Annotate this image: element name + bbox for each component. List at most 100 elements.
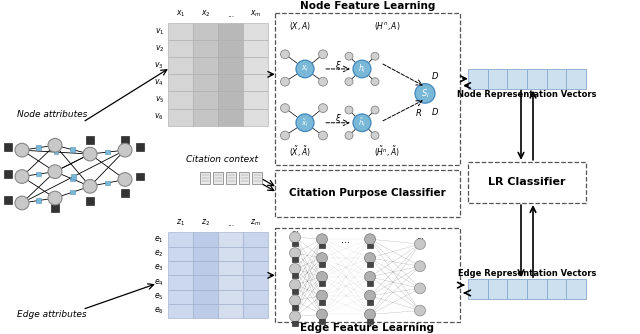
Bar xyxy=(239,172,249,184)
Bar xyxy=(292,289,298,294)
Bar xyxy=(243,92,268,109)
Circle shape xyxy=(289,295,301,306)
Circle shape xyxy=(15,170,29,183)
Bar xyxy=(51,204,59,212)
Circle shape xyxy=(415,261,426,272)
Circle shape xyxy=(83,147,97,161)
Bar xyxy=(292,258,298,262)
Bar xyxy=(292,305,298,310)
Bar xyxy=(275,13,460,165)
Circle shape xyxy=(353,114,371,132)
Bar xyxy=(70,177,75,181)
Bar xyxy=(226,172,236,184)
Bar xyxy=(218,261,243,275)
Bar xyxy=(218,246,243,261)
Circle shape xyxy=(371,106,379,114)
Bar xyxy=(4,196,12,204)
Circle shape xyxy=(280,104,289,113)
Bar xyxy=(468,69,488,89)
Bar xyxy=(275,228,460,322)
Bar xyxy=(367,319,373,324)
Bar xyxy=(319,300,325,305)
Circle shape xyxy=(345,132,353,139)
Circle shape xyxy=(317,253,328,264)
Circle shape xyxy=(280,77,289,86)
Bar xyxy=(367,263,373,267)
Circle shape xyxy=(289,311,301,322)
Text: ...: ... xyxy=(227,10,234,19)
Text: $e_2$: $e_2$ xyxy=(154,248,164,259)
Bar xyxy=(218,92,243,109)
Bar xyxy=(319,243,325,248)
Bar xyxy=(193,57,218,74)
Text: $(H^n,A)$: $(H^n,A)$ xyxy=(374,20,400,32)
Circle shape xyxy=(48,191,62,205)
Circle shape xyxy=(415,239,426,249)
Circle shape xyxy=(365,272,376,282)
Text: Citation Purpose Classifier: Citation Purpose Classifier xyxy=(289,188,446,198)
Circle shape xyxy=(371,132,379,139)
Circle shape xyxy=(353,60,371,78)
Circle shape xyxy=(317,309,328,320)
Circle shape xyxy=(289,264,301,274)
Bar xyxy=(243,109,268,126)
Bar xyxy=(136,173,144,180)
Bar xyxy=(243,261,268,275)
Text: Edge Feature Learning: Edge Feature Learning xyxy=(301,323,435,333)
Bar xyxy=(168,246,193,261)
Bar xyxy=(168,40,193,57)
Circle shape xyxy=(289,232,301,242)
Circle shape xyxy=(48,138,62,152)
Bar xyxy=(193,23,218,40)
Bar xyxy=(508,279,527,299)
Text: $\xi$: $\xi$ xyxy=(335,58,341,71)
Bar xyxy=(243,23,268,40)
Text: $e_4$: $e_4$ xyxy=(154,277,164,288)
Bar xyxy=(168,275,193,290)
Bar xyxy=(218,109,243,126)
Circle shape xyxy=(296,60,314,78)
Circle shape xyxy=(319,50,328,59)
Bar xyxy=(36,146,41,150)
Text: ...: ... xyxy=(291,225,299,234)
Bar xyxy=(54,150,58,154)
Bar xyxy=(292,321,298,326)
Bar xyxy=(218,304,243,318)
Text: $v_5$: $v_5$ xyxy=(155,95,164,105)
Text: $z_1$: $z_1$ xyxy=(176,218,185,228)
Text: LR Classifier: LR Classifier xyxy=(488,177,566,187)
Circle shape xyxy=(118,143,132,157)
Text: $x_m$: $x_m$ xyxy=(250,9,261,19)
Text: ...: ... xyxy=(416,232,424,241)
Bar xyxy=(213,172,223,184)
Bar xyxy=(488,279,508,299)
Text: $e_3$: $e_3$ xyxy=(154,263,164,274)
Circle shape xyxy=(319,77,328,86)
Text: Node attributes: Node attributes xyxy=(17,111,87,120)
Circle shape xyxy=(83,179,97,193)
Bar xyxy=(200,172,210,184)
Bar xyxy=(168,304,193,318)
Bar xyxy=(218,74,243,92)
Bar xyxy=(275,170,460,217)
Text: Edge attributes: Edge attributes xyxy=(17,310,87,319)
Bar xyxy=(243,246,268,261)
Bar xyxy=(36,198,41,203)
Bar xyxy=(547,279,566,299)
Text: Node Representation Vectors: Node Representation Vectors xyxy=(457,90,596,99)
Bar xyxy=(168,261,193,275)
Text: ...: ... xyxy=(342,235,351,245)
Bar xyxy=(367,243,373,248)
Bar xyxy=(218,57,243,74)
Text: $D$: $D$ xyxy=(431,70,439,81)
Bar xyxy=(468,279,488,299)
Bar xyxy=(243,74,268,92)
Bar xyxy=(70,190,75,194)
Bar xyxy=(243,290,268,304)
Bar xyxy=(193,40,218,57)
Bar xyxy=(367,300,373,305)
Bar xyxy=(168,74,193,92)
Bar xyxy=(218,232,243,246)
Text: Edge Representation Vectors: Edge Representation Vectors xyxy=(458,269,596,278)
Text: $(X,A)$: $(X,A)$ xyxy=(289,20,311,32)
